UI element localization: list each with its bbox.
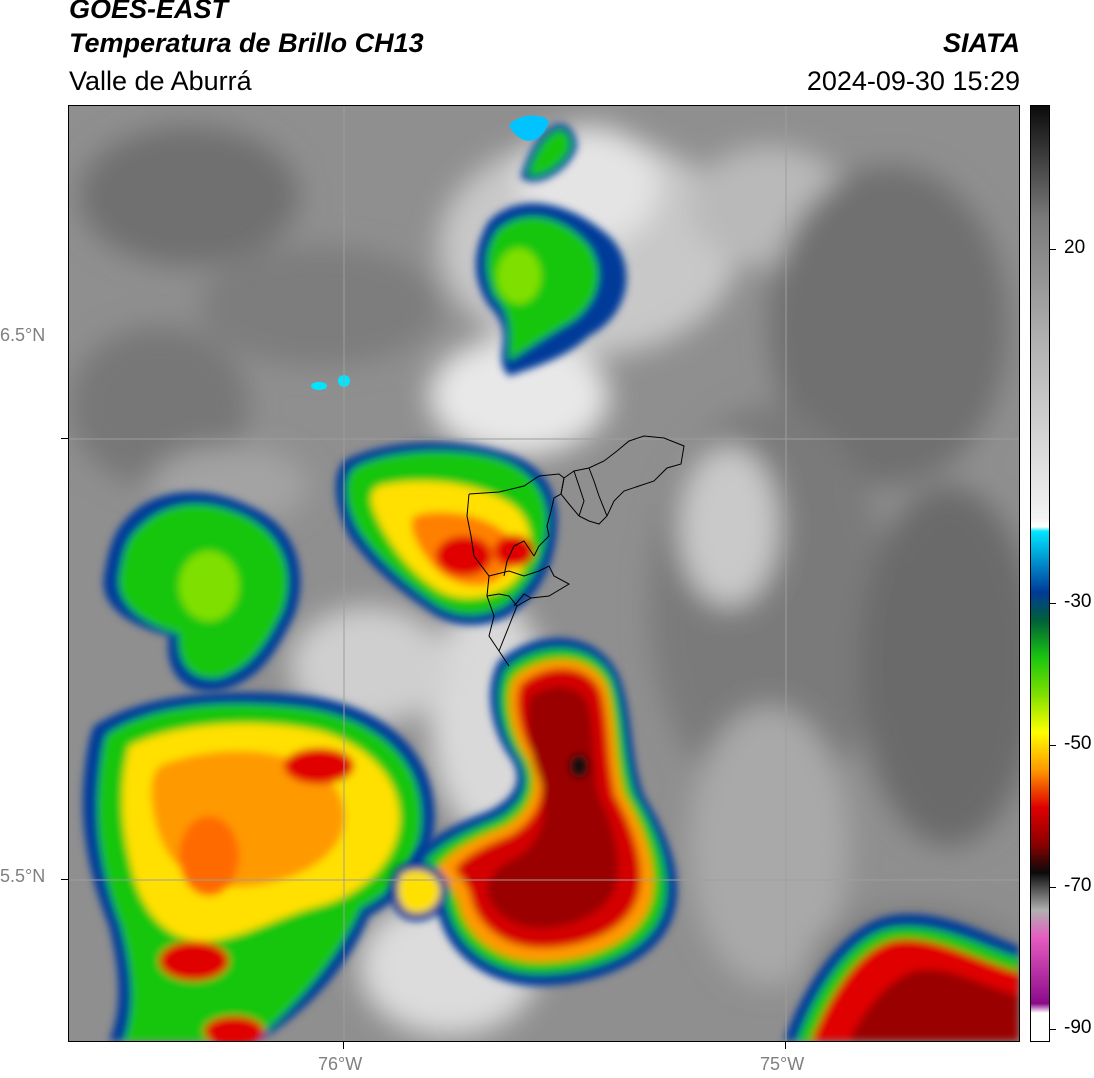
storm-cell-south-central	[389, 638, 678, 986]
colorbar-tick	[1050, 887, 1056, 888]
municipal-boundaries	[466, 435, 685, 667]
graticule	[69, 106, 1019, 1041]
storm-cell-southeast	[784, 913, 1019, 1041]
colorbar-label-minus30: -30	[1064, 591, 1092, 612]
lon-tick	[785, 1042, 786, 1049]
lon-label-76: 76°W	[318, 1054, 363, 1074]
satellite-title: GOES-EAST	[69, 0, 229, 24]
product-title: Temperatura de Brillo CH13	[69, 28, 424, 58]
lat-label-6-5: 6.5°N	[0, 325, 46, 345]
colorbar-tick	[1050, 603, 1056, 604]
lon-tick	[343, 1042, 344, 1049]
colorbar-label-minus70: -70	[1064, 875, 1092, 896]
lat-label-5-5: 5.5°N	[0, 866, 46, 886]
colorbar-tick	[1050, 745, 1056, 746]
lat-tick	[61, 879, 68, 880]
storm-cell-west	[103, 492, 301, 692]
colorbar-tick	[1050, 1029, 1056, 1030]
region-subtitle: Valle de Aburrá	[69, 66, 252, 96]
lon-label-75: 75°W	[760, 1054, 805, 1074]
storm-cell-north	[475, 124, 627, 376]
institution-label: SIATA	[943, 28, 1020, 58]
colorbar-label-minus90: -90	[1064, 1017, 1092, 1038]
colorbar-label-minus50: -50	[1064, 733, 1092, 754]
lat-tick	[61, 438, 68, 439]
brightness-temperature-field	[69, 106, 1019, 1041]
colorbar-label-20: 20	[1064, 237, 1086, 258]
datetime-label: 2024-09-30 15:29	[806, 66, 1020, 96]
satellite-map	[68, 105, 1020, 1042]
colorbar-tick	[1050, 249, 1056, 250]
temperature-colorbar	[1030, 105, 1050, 1042]
storm-cell-southwest	[82, 692, 435, 1041]
